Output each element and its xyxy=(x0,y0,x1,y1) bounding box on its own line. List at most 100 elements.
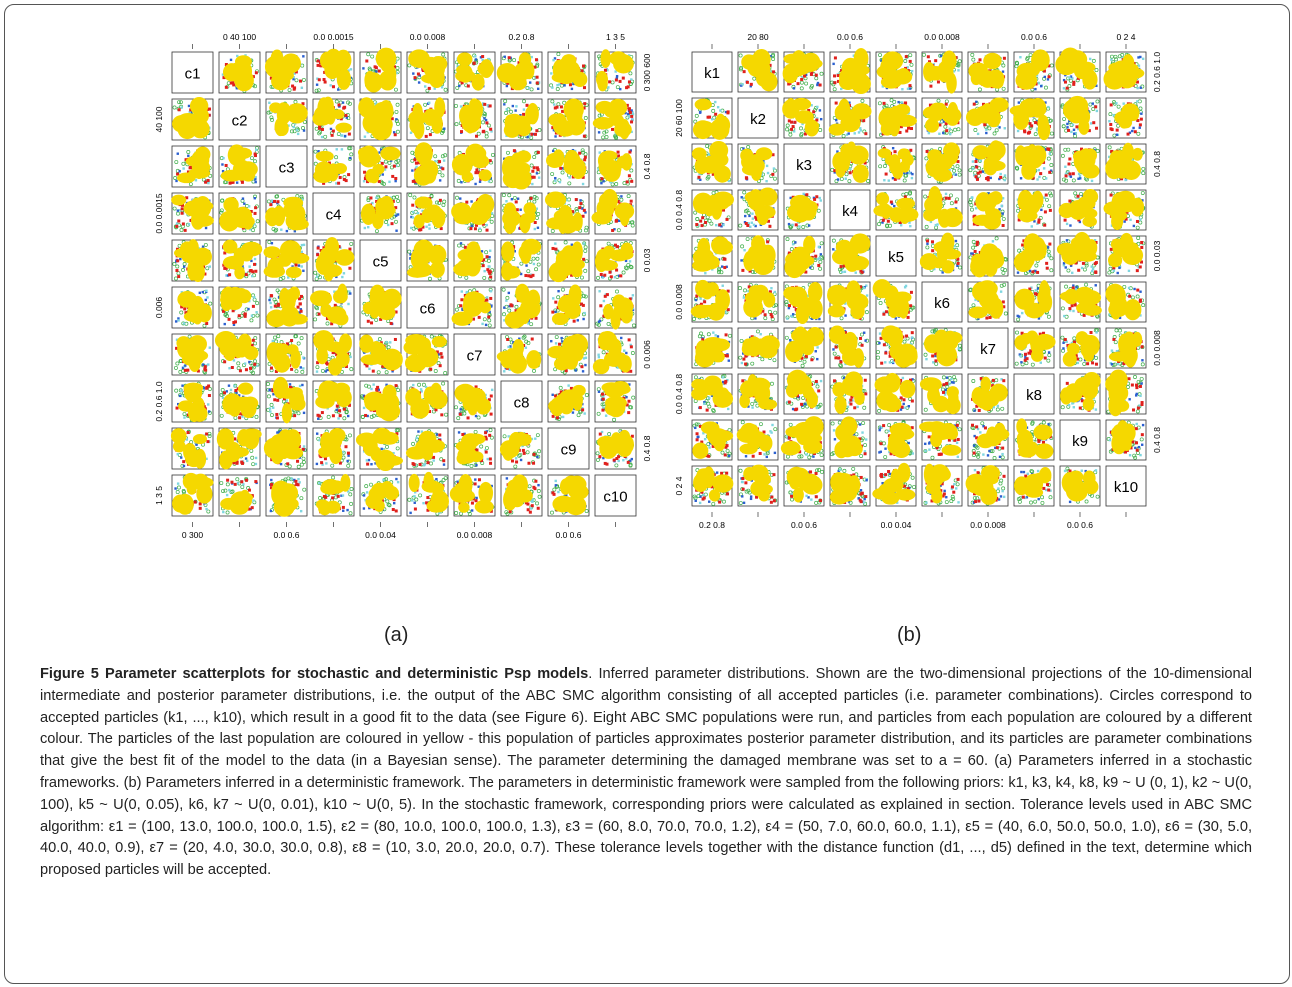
scatter-cell xyxy=(500,283,543,329)
param-label: k3 xyxy=(796,157,812,174)
axis-tick-label: 0.0 0.6 xyxy=(1021,32,1047,42)
axis-tick-label: 0 2 4 xyxy=(674,476,684,495)
scatter-cell xyxy=(500,145,543,190)
scatter-cell xyxy=(691,465,734,507)
scatter-cell xyxy=(737,281,779,323)
diagonal-cell: k2 xyxy=(737,97,779,139)
scatter-cell xyxy=(737,187,779,231)
param-label: c6 xyxy=(420,301,436,318)
axis-tick-label: 0.0 0.008 xyxy=(674,284,684,320)
scatterplot-matrix-b: k1 k2 k3 k4 k5 k6 k7 k8 k9 k10 0.2 0.8 20 60 100 0.0… xyxy=(670,30,1162,620)
scatter-cell xyxy=(218,239,263,282)
scatter-cell xyxy=(783,235,825,279)
param-label: c3 xyxy=(279,160,295,177)
scatter-cell xyxy=(919,232,963,277)
scatter-cell xyxy=(405,380,449,423)
scatter-cell xyxy=(171,97,214,141)
scatter-cell xyxy=(921,327,963,369)
scatter-cell xyxy=(359,474,402,517)
diagonal-cell: k1 xyxy=(691,51,733,93)
axis-tick-label: 0.006 xyxy=(154,297,164,319)
scatter-cell xyxy=(453,239,496,282)
axis-tick-label: 20 80 xyxy=(747,32,769,42)
scatter-cell xyxy=(967,419,1010,461)
axis-tick-label: 0.0 0.6 xyxy=(1067,520,1093,530)
scatter-cell xyxy=(218,51,261,94)
scatter-cell xyxy=(359,380,402,423)
param-label: k9 xyxy=(1072,433,1088,450)
scatter-cell xyxy=(921,463,963,507)
scatter-cell xyxy=(547,239,590,283)
scatter-cell xyxy=(965,465,1009,507)
scatter-cell xyxy=(547,51,590,94)
diagonal-cell: c8 xyxy=(500,380,543,423)
scatter-cell xyxy=(594,145,637,188)
scatter-cell xyxy=(691,97,733,140)
scatter-cell xyxy=(783,281,825,325)
scatter-cell xyxy=(1105,369,1147,417)
scatter-cell xyxy=(406,49,449,94)
scatter-cell xyxy=(1059,281,1102,323)
param-label: c1 xyxy=(185,66,201,83)
scatter-cell xyxy=(591,188,637,235)
scatter-cell xyxy=(1059,143,1101,185)
scatter-cell xyxy=(359,192,402,235)
scatterplot-matrix-a: c1 c2 c3 c4 c5 c6 c7 c8 c9 c10 0 300 40 100 0.0 0.6 0… xyxy=(150,30,652,620)
axis-tick-label: 0.0 0.0015 xyxy=(154,193,164,233)
diagonal-cell: c4 xyxy=(312,192,355,235)
caption-title: Figure 5 Parameter scatterplots for stoc… xyxy=(40,666,589,682)
scatter-cell xyxy=(1105,419,1147,461)
scatter-cell xyxy=(1059,327,1101,369)
scatter-cell xyxy=(594,427,637,470)
scatter-cell xyxy=(358,97,402,141)
scatter-cell xyxy=(873,189,919,231)
scatter-cell xyxy=(967,373,1009,415)
scatter-cell xyxy=(312,427,355,470)
diagonal-cell: c6 xyxy=(406,286,449,329)
param-label: c8 xyxy=(514,395,530,412)
scatter-cell xyxy=(171,333,214,376)
scatter-cell xyxy=(1009,97,1055,141)
scatter-cell xyxy=(405,427,449,470)
axis-tick-label: 1 3 5 xyxy=(606,32,625,42)
scatter-cell xyxy=(691,373,734,415)
axis-tick-label: 0.0 0.6 xyxy=(837,32,863,42)
scatter-cell xyxy=(312,96,355,141)
scatter-cell xyxy=(829,233,871,277)
diagonal-cell: c7 xyxy=(453,333,496,376)
scatter-cell xyxy=(1013,418,1055,461)
panel-label-b: (b) xyxy=(897,624,922,646)
scatter-cell xyxy=(872,279,917,323)
scatter-cell xyxy=(312,48,355,94)
axis-tick-label: 0.0 0.008 xyxy=(410,32,446,42)
scatter-cell xyxy=(1058,189,1101,231)
diagonal-cell: c5 xyxy=(359,239,402,282)
axis-tick-label: 0 40 100 xyxy=(223,32,256,42)
scatter-cell xyxy=(1055,47,1101,93)
scatter-cell xyxy=(500,238,543,282)
axis-tick-label: 0.4 0.8 xyxy=(642,153,652,179)
scatter-cell xyxy=(737,464,779,507)
axis-tick-label: 0 0.03 xyxy=(642,248,652,272)
scatter-cell xyxy=(312,145,355,188)
scatter-cell xyxy=(967,235,1009,278)
scatter-cell xyxy=(1013,465,1055,507)
param-label: c2 xyxy=(232,113,248,130)
scatter-cell xyxy=(218,286,261,329)
scatter-cell xyxy=(691,419,734,461)
axis-tick-label: 0.2 0.6 1.0 xyxy=(154,381,164,421)
scatter-cell xyxy=(965,97,1009,139)
scatter-cell xyxy=(170,427,214,470)
diagonal-cell: k7 xyxy=(967,327,1009,369)
scatter-cell xyxy=(690,279,733,323)
scatter-cell xyxy=(171,192,214,235)
scatter-cell xyxy=(312,236,355,282)
scatter-cell xyxy=(1013,49,1055,93)
scatter-cell xyxy=(1056,231,1101,277)
scatter-cell xyxy=(919,373,963,415)
diagonal-cell: c2 xyxy=(218,98,261,141)
scatter-cell xyxy=(1013,233,1055,277)
scatter-cell xyxy=(218,192,261,235)
axis-tick-label: 0.0 0.6 xyxy=(556,530,582,540)
scatter-cell xyxy=(547,380,590,423)
